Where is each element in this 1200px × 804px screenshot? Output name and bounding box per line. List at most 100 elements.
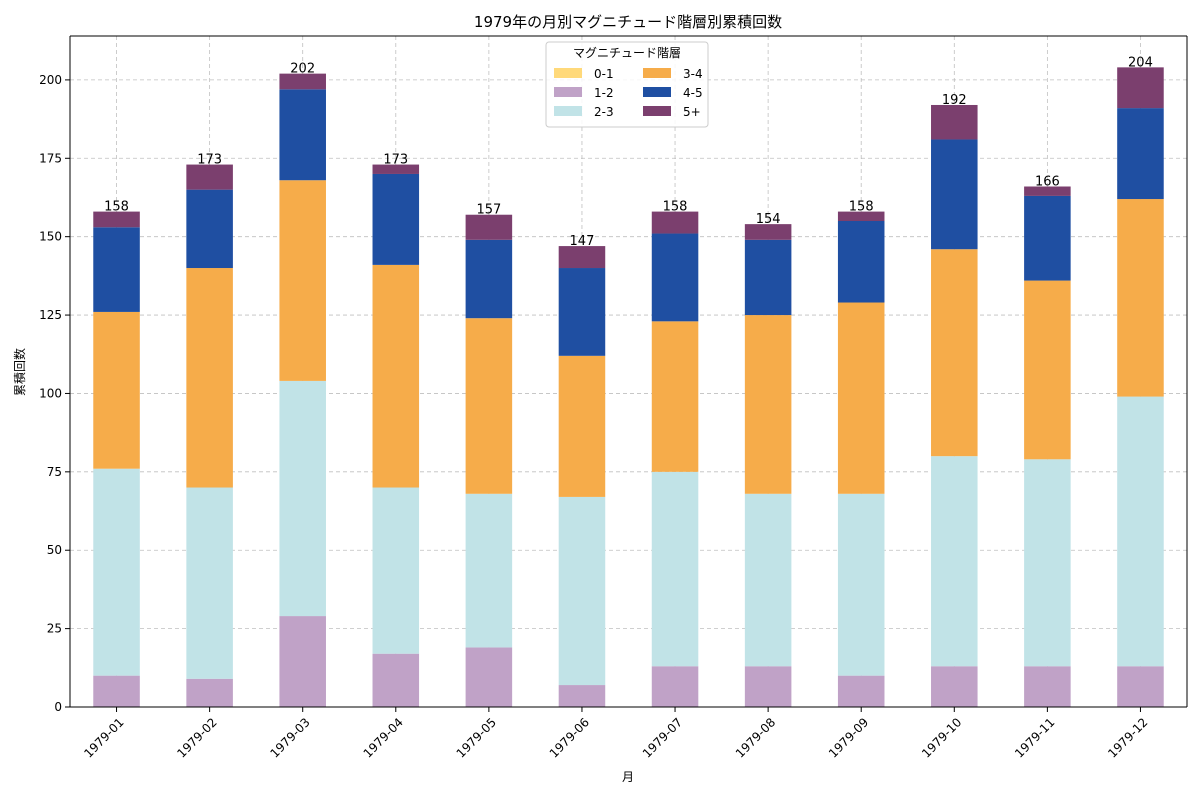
bar-segment-5+ bbox=[93, 211, 140, 228]
bar-segment-1-2 bbox=[279, 616, 326, 707]
bar-segment-2-3 bbox=[372, 487, 420, 654]
legend-title: マグニチュード階層 bbox=[573, 45, 681, 60]
legend-swatch bbox=[554, 106, 582, 116]
bar-segment-3-4 bbox=[279, 180, 326, 381]
grid-lines bbox=[70, 36, 1187, 708]
y-tick-label: 75 bbox=[47, 465, 62, 479]
total-label: 157 bbox=[476, 203, 501, 218]
bar-segment-2-3 bbox=[1117, 396, 1164, 667]
bar-segment-4-5 bbox=[931, 139, 978, 250]
total-label: 173 bbox=[383, 153, 408, 168]
bar-segment-5+ bbox=[372, 164, 420, 174]
bar-segment-3-4 bbox=[558, 355, 606, 497]
x-tick-label: 1979-06 bbox=[547, 715, 592, 760]
bar-segment-2-3 bbox=[558, 496, 606, 686]
legend-box bbox=[545, 41, 709, 128]
bar-segment-5+ bbox=[186, 164, 233, 190]
legend-label: 2-3 bbox=[594, 105, 614, 119]
bar-segment-5+ bbox=[465, 214, 513, 240]
bar-segment-2-3 bbox=[837, 493, 885, 676]
bar-segment-5+ bbox=[1024, 186, 1071, 196]
bar-segment-1-2 bbox=[465, 647, 513, 707]
bar-segment-2-3 bbox=[93, 468, 140, 676]
bar-segment-5+ bbox=[651, 211, 699, 234]
bar-segment-5+ bbox=[837, 211, 885, 221]
legend-label: 4-5 bbox=[683, 86, 703, 100]
bar-segment-3-4 bbox=[1024, 280, 1071, 460]
bar-segment-3-4 bbox=[372, 264, 420, 488]
bar-segment-4-5 bbox=[186, 189, 233, 269]
bar-segment-3-4 bbox=[931, 249, 978, 457]
bar-segment-1-2 bbox=[1024, 666, 1071, 707]
bar-segment-4-5 bbox=[744, 239, 792, 316]
y-tick-label: 25 bbox=[47, 622, 62, 636]
bar-segment-2-3 bbox=[279, 380, 326, 617]
y-tick-label: 0 bbox=[54, 700, 62, 714]
bar-segment-5+ bbox=[558, 246, 606, 269]
x-tick-label: 1979-09 bbox=[826, 715, 871, 760]
x-tick-label: 1979-01 bbox=[81, 715, 126, 760]
bar-segment-4-5 bbox=[465, 239, 513, 319]
bar-segment-1-2 bbox=[744, 666, 792, 707]
y-tick-label: 100 bbox=[39, 386, 62, 400]
bar-segment-2-3 bbox=[1024, 459, 1071, 667]
total-label: 202 bbox=[290, 62, 315, 77]
total-label: 154 bbox=[756, 212, 781, 227]
y-axis-label: 累積回数 bbox=[12, 348, 27, 396]
bar-segment-3-4 bbox=[465, 318, 513, 494]
x-tick-label: 1979-04 bbox=[361, 715, 406, 760]
bars bbox=[93, 67, 1164, 707]
legend-label: 5+ bbox=[683, 105, 701, 119]
total-label: 158 bbox=[663, 200, 688, 215]
legend-swatch bbox=[643, 106, 671, 116]
bar-segment-3-4 bbox=[1117, 199, 1164, 397]
bar-segment-2-3 bbox=[744, 493, 792, 667]
bar-segment-4-5 bbox=[651, 233, 699, 322]
y-tick-label: 50 bbox=[47, 543, 62, 557]
bar-segment-1-2 bbox=[931, 666, 978, 707]
y-tick-label: 125 bbox=[39, 308, 62, 322]
legend-label: 0-1 bbox=[594, 67, 614, 81]
bar-segment-1-2 bbox=[837, 675, 885, 707]
x-tick-label: 1979-03 bbox=[267, 715, 312, 760]
bar-segment-4-5 bbox=[93, 227, 140, 312]
bar-segment-5+ bbox=[931, 104, 978, 140]
x-tick-label: 1979-11 bbox=[1012, 715, 1057, 760]
total-label: 147 bbox=[570, 234, 595, 249]
bar-segment-2-3 bbox=[186, 487, 233, 679]
bar-segment-3-4 bbox=[837, 302, 885, 494]
bar-segment-4-5 bbox=[558, 268, 606, 356]
x-tick-label: 1979-12 bbox=[1105, 715, 1150, 760]
bar-segment-2-3 bbox=[931, 456, 978, 667]
bar-segment-1-2 bbox=[372, 653, 420, 707]
legend-swatch bbox=[554, 68, 582, 78]
total-label: 173 bbox=[197, 153, 222, 168]
bar-segment-2-3 bbox=[651, 471, 699, 667]
x-tick-label: 1979-07 bbox=[640, 715, 685, 760]
x-tick-label: 1979-05 bbox=[454, 715, 499, 760]
legend-label: 3-4 bbox=[683, 67, 703, 81]
bar-segment-4-5 bbox=[372, 173, 420, 265]
total-label: 158 bbox=[104, 200, 129, 215]
x-tick-label: 1979-02 bbox=[174, 715, 219, 760]
legend: マグニチュード階層 0-1 1-2 2-3 3-4 4-5 5+ bbox=[545, 41, 709, 128]
y-tick-label: 200 bbox=[39, 73, 62, 87]
bar-segment-5+ bbox=[1117, 67, 1164, 109]
bar-segment-3-4 bbox=[186, 268, 233, 488]
bar-segment-1-2 bbox=[186, 678, 233, 707]
total-label: 204 bbox=[1128, 55, 1153, 70]
bar-segment-4-5 bbox=[1117, 108, 1164, 200]
y-tick-label: 175 bbox=[39, 151, 62, 165]
bar-segment-4-5 bbox=[1024, 195, 1071, 281]
y-tick-label: 150 bbox=[39, 230, 62, 244]
x-tick-label: 1979-10 bbox=[919, 715, 964, 760]
total-label: 166 bbox=[1035, 175, 1060, 190]
bar-segment-2-3 bbox=[465, 493, 513, 648]
bar-segment-1-2 bbox=[558, 685, 606, 707]
bar-segment-1-2 bbox=[93, 675, 140, 707]
x-tick-label: 1979-08 bbox=[733, 715, 778, 760]
total-labels: 158 173 202 173 157 147 158 154 158 192 166 204 bbox=[104, 55, 1153, 249]
x-axis-label: 月 bbox=[622, 770, 634, 784]
bar-segment-1-2 bbox=[651, 666, 699, 707]
total-label: 192 bbox=[942, 93, 967, 108]
